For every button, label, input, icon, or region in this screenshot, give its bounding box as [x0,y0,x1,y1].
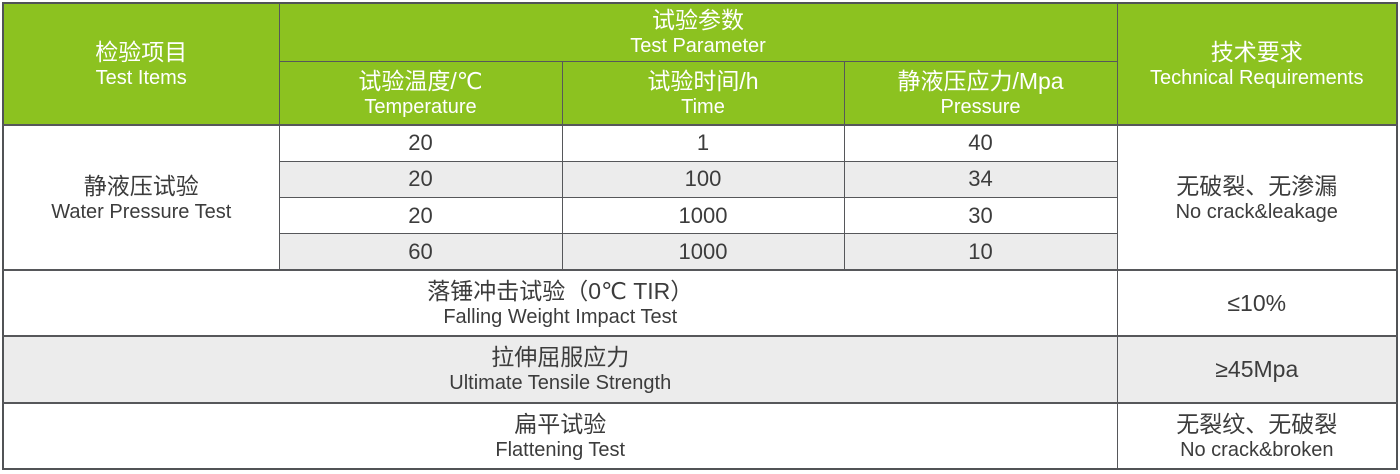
flattening-test-requirement-en: No crack&broken [1180,438,1334,461]
header-test-parameter-zh: 试验参数 [652,7,744,34]
header-technical-requirements-en: Technical Requirements [1150,67,1364,89]
header-row-sub: 试验温度/℃ Temperature 试验时间/h Time 静液压应力/Mpa… [3,60,1397,126]
header-test-items: 检验项目 Test Items [2,2,280,126]
header-time: 试验时间/h Time [561,60,845,126]
cell-time-3: 1000 [561,196,845,235]
falling-weight-impact-row: 落锤冲击试验（0℃ TIR） Falling Weight Impact Tes… [2,268,1398,337]
cell-pressure-1: 40 [843,123,1118,162]
header-test-items-en: Test Items [95,67,187,89]
header-temperature-zh: 试验温度/℃ [358,67,483,94]
flattening-test-label-en: Flattening Test [495,438,626,461]
cell-pressure-4: 10 [843,233,1118,271]
header-test-parameter-en: Test Parameter [630,35,766,58]
cell-time-1: 1 [561,123,845,162]
cell-tensile-strength-requirement: ≥45Mpa [1116,335,1398,404]
cell-flattening-test: 扁平试验 Flattening Test [2,401,1118,470]
cell-water-pressure-requirement: 无破裂、无渗漏 No crack&leakage [1116,124,1398,271]
cell-temperature-2: 20 [278,160,563,199]
cell-temperature-4: 60 [278,233,563,271]
header-pressure: 静液压应力/Mpa Pressure [843,60,1118,126]
cell-falling-weight-impact-requirement: ≤10% [1116,268,1398,337]
water-pressure-requirement-zh: 无破裂、无渗漏 [1176,172,1338,199]
cell-time-2: 100 [561,160,845,199]
header-technical-requirements-zh: 技术要求 [1210,39,1303,65]
falling-weight-impact-label-zh: 落锤冲击试验（0℃ TIR） [427,278,694,305]
header-test-items-zh: 检验项目 [95,39,188,65]
data-row-3: 20 1000 30 [3,196,1397,235]
header-temperature: 试验温度/℃ Temperature [278,60,563,126]
header-test-parameter: 试验参数 Test Parameter [278,2,1118,62]
cell-temperature-3: 20 [278,196,563,235]
cell-pressure-2: 34 [843,160,1118,199]
cell-flattening-test-requirement: 无裂纹、无破裂 No crack&broken [1116,401,1398,470]
header-pressure-en: Pressure [940,95,1021,118]
header-temperature-en: Temperature [364,95,477,118]
water-pressure-requirement-en: No crack&leakage [1175,200,1338,223]
falling-weight-impact-requirement-zh: ≤10% [1227,290,1287,317]
cell-water-pressure-test: 静液压试验 Water Pressure Test [2,124,280,271]
data-row-1: 静液压试验 Water Pressure Test 20 1 40 无破裂、无渗… [2,123,1398,271]
data-row-2: 20 100 34 [3,160,1397,199]
water-pressure-test-label-zh: 静液压试验 [83,172,199,199]
tensile-strength-row: 拉伸屈服应力 Ultimate Tensile Strength ≥45Mpa [2,335,1398,404]
header-time-en: Time [681,95,725,118]
cell-temperature-1: 20 [278,123,563,162]
flattening-test-label-zh: 扁平试验 [514,410,607,437]
cell-tensile-strength-test: 拉伸屈服应力 Ultimate Tensile Strength [2,335,1118,404]
tensile-strength-requirement-zh: ≥45Mpa [1215,356,1299,383]
tensile-strength-label-en: Ultimate Tensile Strength [449,372,672,395]
header-technical-requirements: 技术要求 Technical Requirements [1116,2,1398,126]
header-time-zh: 试验时间/h [647,67,759,94]
tensile-strength-label-zh: 拉伸屈服应力 [491,344,630,371]
header-pressure-zh: 静液压应力/Mpa [897,67,1064,94]
water-pressure-test-label-en: Water Pressure Test [51,200,232,223]
falling-weight-impact-label-en: Falling Weight Impact Test [443,306,678,329]
cell-pressure-3: 30 [843,196,1118,235]
cell-time-4: 1000 [561,233,845,271]
flattening-test-requirement-zh: 无裂纹、无破裂 [1176,410,1338,437]
flattening-test-row: 扁平试验 Flattening Test 无裂纹、无破裂 No crack&br… [2,401,1398,470]
header-row-top: 检验项目 Test Items 试验参数 Test Parameter 技术要求… [2,2,1398,126]
cell-falling-weight-impact-test: 落锤冲击试验（0℃ TIR） Falling Weight Impact Tes… [2,268,1118,337]
